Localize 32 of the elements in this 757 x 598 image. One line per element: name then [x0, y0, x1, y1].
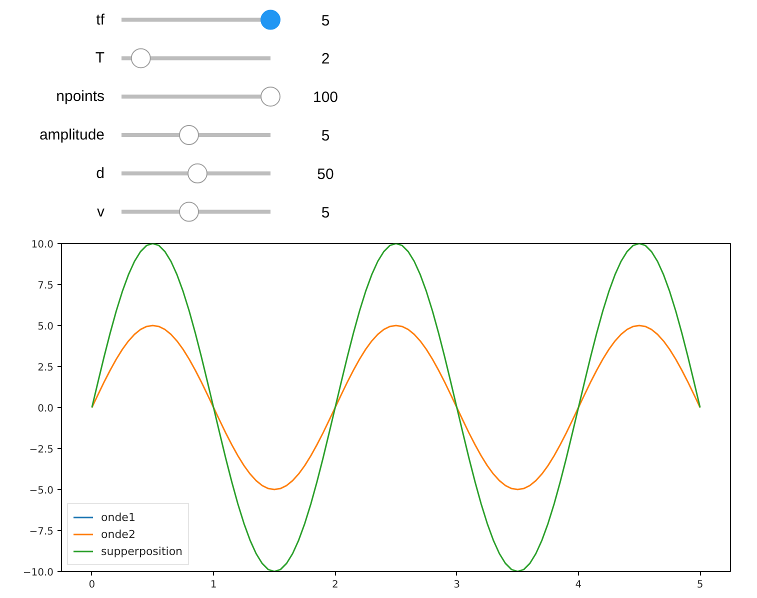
category-label: amplitude [39, 126, 105, 144]
data-label: 5 [321, 204, 330, 222]
category-label: d [96, 164, 104, 182]
x-tick-label: 4 [575, 580, 582, 590]
category-label: tf [96, 11, 106, 28]
data-label: 5 [321, 128, 330, 144]
y-tick-label: −2.5 [29, 444, 54, 456]
y-tick-label: 0.0 [38, 404, 54, 414]
data-label: 2 [321, 50, 330, 68]
data-label: 50 [317, 166, 334, 183]
x-tick-label: 1 [210, 580, 217, 590]
y-tick-label: −10.0 [22, 568, 54, 578]
y-tick-label: −5.0 [29, 486, 54, 496]
y-tick-label: −7.5 [29, 526, 54, 538]
data-label: 100 [312, 89, 338, 106]
line-series [91, 324, 701, 490]
x-tick-label: 5 [696, 580, 704, 590]
legend-label: onde1 [101, 510, 136, 525]
category-label: v [97, 203, 105, 220]
line-series [91, 244, 701, 572]
y-tick-label: 5.0 [38, 322, 54, 332]
y-tick-label: 10.0 [31, 240, 54, 250]
y-tick-label: 7.5 [38, 280, 54, 292]
x-tick-label: 0 [88, 580, 96, 590]
y-tick-label: 2.5 [38, 362, 54, 374]
x-tick-label: 3 [454, 580, 460, 590]
legend-label: supperposition [101, 544, 183, 559]
category-label: npoints [56, 88, 105, 106]
x-tick-label: 2 [332, 580, 338, 590]
data-label: 5 [321, 12, 330, 30]
category-label: T [95, 50, 105, 67]
legend-label: onde2 [101, 526, 136, 542]
